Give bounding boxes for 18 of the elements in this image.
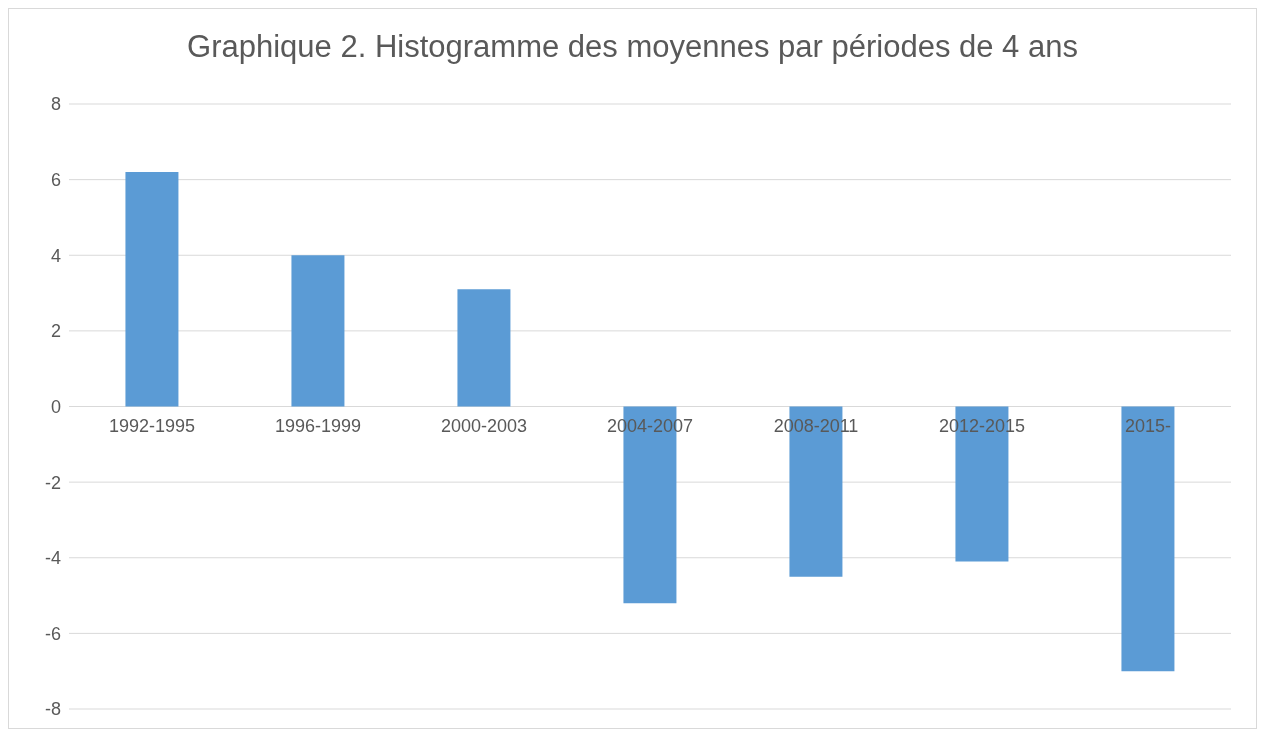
y-tick-label: 0 [50,396,61,417]
chart-title: Graphique 2. Histogramme des moyennes par périodes de 4 ans [186,29,1079,65]
y-tick-label: 8 [50,94,61,115]
x-tick-label: 2015- [1124,415,1172,436]
y-tick-label: -2 [44,472,61,493]
y-tick-label: 6 [50,170,61,191]
y-tick-label: -4 [44,548,61,569]
x-tick-label: 2000-2003 [440,415,528,436]
x-tick-label: 1996-1999 [274,415,362,436]
bar [125,172,179,407]
bar [1121,406,1175,672]
y-tick-label: -6 [44,623,61,644]
bar [457,289,511,407]
bar [291,255,345,407]
y-tick-label: 2 [50,321,61,342]
y-tick-label: -8 [44,699,61,720]
x-tick-label: 1992-1995 [108,415,196,436]
y-tick-label: 4 [50,245,61,266]
